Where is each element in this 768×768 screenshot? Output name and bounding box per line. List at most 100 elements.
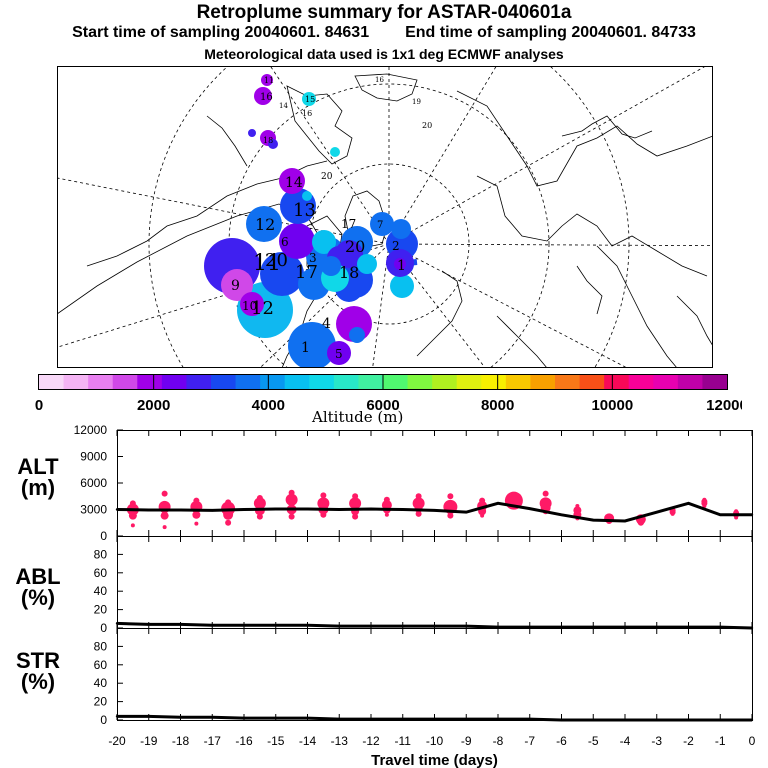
colorbar-segment [63,375,89,389]
x-tick-label: -8 [493,734,504,748]
plume-label: 1 [397,258,406,274]
alt-spread-dot [285,493,298,506]
alt-point [401,508,404,511]
colorbar-segment [604,375,630,389]
alt-spread-dot [381,500,392,511]
alt-panel-label-text: ALT (m) [17,454,59,500]
plume-label: 11 [264,76,274,85]
plume-label: 12 [255,215,275,234]
plume-label: 9 [231,278,240,294]
plume-label: 20 [345,237,365,256]
alt-spread-dot [415,493,422,500]
plume-numbers: 11 20 12 9 10 13 14 12 17 18 20 17 3 6 4… [231,76,432,361]
alt-spread-dot [352,513,359,520]
plume-label: 5 [335,347,343,361]
plume-label: 3 [309,251,317,265]
colorbar-segment [481,375,507,389]
colorbar-segment [211,375,237,389]
x-axis-label: Travel time (days) [371,752,498,768]
abl-panel-frame [117,536,753,629]
x-tick-label: -18 [172,734,190,748]
alt-spread-dot [352,493,359,500]
plume-label: 6 [281,235,289,249]
alt-spread-dot [256,495,263,502]
str-point [528,717,531,721]
colorbar-ticks: 0 2000 4000 6000 8000 10000 12000 [35,375,742,414]
colorbar-segment [358,375,384,389]
abl-point [401,624,404,628]
alt-point [465,510,468,514]
colorbar-label: Altitude (m) [312,408,404,426]
alt-point [496,502,500,505]
alt-spread-dot [193,497,200,504]
plume-label: 16 [302,109,312,118]
chart-title: Retroplume summary for ASTAR-040601a [196,2,572,23]
abl-ytick-label: 0 [100,621,107,635]
colorbar-segment [137,375,163,389]
str-ytick-label: 40 [94,676,108,690]
plume-label: 14 [279,102,288,110]
alt-spread-dot [253,497,266,510]
colorbar-segment [505,375,531,389]
alt-spread-dot [542,490,549,497]
alt-point [274,507,277,511]
abl-ytick-label: 60 [94,566,108,580]
plume-label: 15 [305,95,315,104]
str-point [623,718,627,722]
plume-label: 13 [293,200,316,221]
colorbar-segment [579,375,605,389]
colorbar-frame [38,374,728,390]
alt-spread-dot [320,492,327,499]
plume-circles [204,74,418,368]
alt-spread-dot [479,497,486,504]
alt-spread-dot [161,490,168,497]
colorbar-segment [653,375,679,389]
abl-point [179,623,182,626]
str-point [465,717,468,721]
alt-spread-dot [412,497,425,510]
colorbar-tick-label: 10000 [591,397,633,414]
colorbar-segment [677,375,703,389]
x-tick-label: -19 [140,734,158,748]
alt-point [242,508,246,511]
alt-spread-dot [194,521,199,526]
colorbar-segment [235,375,261,389]
abl-point [465,624,468,628]
abl-point [560,625,563,629]
alt-spread-dot [130,523,135,528]
plume-label: 12 [251,298,274,319]
alt-spread-dot [225,499,232,506]
str-point [338,717,341,721]
alt-point [528,507,531,510]
sampling-times: Start time of sampling 20040601. 84631 En… [0,24,768,42]
alt-spread-dot [734,509,739,514]
x-tick-label: -2 [683,734,694,748]
alt-panel-frame [117,430,753,537]
x-tick-label: -6 [556,734,567,748]
x-tick-label: -12 [362,734,380,748]
x-tick-label: -16 [235,734,253,748]
abl-point [306,624,309,627]
colorbar-segment [186,375,212,389]
abl-point [147,623,150,626]
abl-point [496,625,500,629]
colorbar-segment [88,375,114,389]
colorbar-tick-label: 2000 [137,397,170,414]
alt-point [592,518,595,522]
alt-spread-dot [539,497,552,510]
abl-ytick-label: 20 [94,603,108,617]
alt-spread-dot [288,513,295,520]
alt-ytick-label: 6000 [80,476,107,490]
str-point [687,718,690,722]
str-point [179,716,182,719]
str-point [211,716,214,719]
str-ytick-label: 20 [94,695,108,709]
colorbar-segment [555,375,581,389]
alt-spread-dot [162,525,167,530]
str-ytick-label: 0 [100,713,107,727]
abl-point [211,624,214,627]
colorbar-segment [407,375,433,389]
plume-label: 19 [412,98,421,106]
alt-spread-dot [573,506,582,515]
colorbar-segment [628,375,654,389]
